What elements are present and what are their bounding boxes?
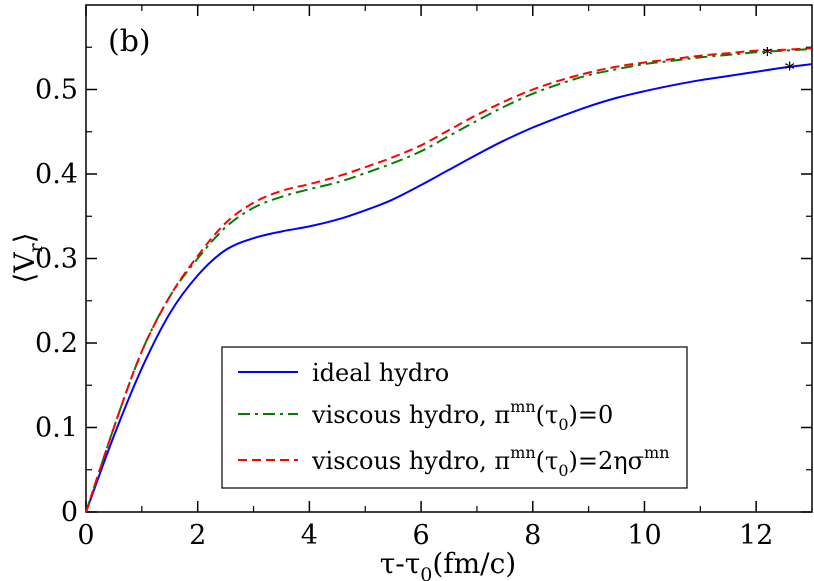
panel-label: (b) (108, 24, 151, 59)
x-tick-label: 6 (412, 520, 429, 551)
y-tick-label: 0.5 (35, 75, 78, 106)
legend-label-viscous-zero: viscous hydro, πmn(τ0)=0 (311, 397, 613, 434)
x-tick-label: 2 (189, 520, 206, 551)
legend-label-viscous-shear-post: )=2ησ (569, 447, 645, 475)
legend: ideal hydro viscous hydro, πmn(τ0)=0 vis… (221, 346, 688, 489)
legend-label-ideal-hydro-text: ideal hydro (312, 359, 449, 387)
y-tick-label: 0 (61, 497, 78, 528)
x-tick-label: 4 (301, 520, 318, 551)
x-axis-label-tail: (fm/c) (432, 547, 516, 580)
legend-label-viscous-shear-pre: (τ (536, 447, 559, 475)
legend-label-viscous-shear-sub: 0 (558, 461, 568, 480)
legend-label-viscous-zero-pre: (τ (536, 401, 559, 429)
x-axis-label-main: τ-τ (380, 547, 420, 580)
legend-label-viscous-zero-sup: mn (510, 397, 535, 416)
legend-label-viscous-zero-text: viscous hydro, π (311, 401, 510, 429)
legend-label-viscous-shear-text: viscous hydro, π (311, 447, 510, 475)
series-line-ideal-hydro (85, 63, 813, 513)
x-tick-label: 8 (524, 520, 541, 551)
y-tick-label: 0.1 (35, 413, 78, 444)
asterisk-marker: * (785, 57, 795, 81)
y-tick-label: 0.3 (35, 244, 78, 275)
y-tick-label: 0.2 (35, 328, 78, 359)
y-axis-label: ⟨Vr⟩ (8, 232, 47, 283)
legend-label-viscous-shear-sup2: mn (644, 443, 669, 462)
legend-label-viscous-zero-sub: 0 (558, 415, 568, 434)
x-axis-label: τ-τ0(fm/c) (380, 547, 516, 581)
y-axis-label-tail: ⟩ (8, 232, 41, 243)
x-tick-label: 0 (77, 520, 94, 551)
y-axis-label-sub: r (25, 242, 47, 252)
legend-label-viscous-shear-sup: mn (510, 443, 535, 462)
y-tick-label: 0.4 (35, 159, 78, 190)
legend-label-ideal-hydro: ideal hydro (312, 359, 449, 387)
series-layer (85, 47, 813, 513)
x-tick-label: 12 (739, 520, 773, 551)
legend-label-viscous-zero-post: )=0 (569, 401, 614, 429)
series-line-viscous-zero (85, 47, 813, 513)
series-line-viscous-shear (85, 47, 813, 513)
ticks-layer: 0 2 4 6 8 10 12 0 0.1 0.2 0.3 0.4 0.5 (35, 5, 812, 551)
legend-label-viscous-shear: viscous hydro, πmn(τ0)=2ησmn (311, 443, 670, 480)
x-tick-label: 10 (627, 520, 661, 551)
y-axis-label-main: ⟨V (8, 252, 41, 284)
x-axis-label-sub: 0 (420, 564, 432, 581)
markers-layer: ** (762, 42, 794, 80)
asterisk-marker: * (762, 42, 772, 66)
legend-box (221, 346, 688, 489)
